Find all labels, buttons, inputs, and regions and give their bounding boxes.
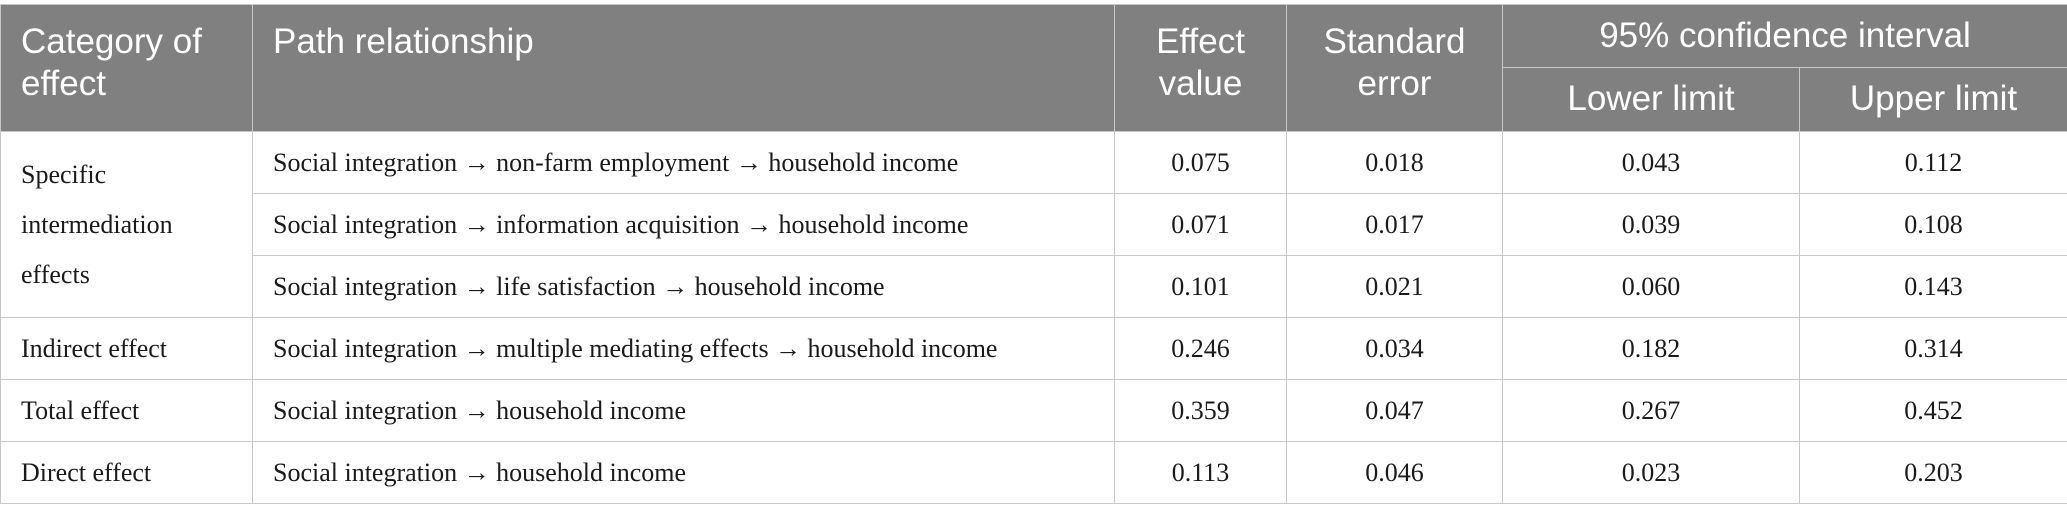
upper-limit-cell: 0.143 — [1799, 255, 2067, 318]
header-standard-error: Standard error — [1286, 4, 1503, 132]
lower-limit-cell: 0.182 — [1502, 317, 1800, 380]
category-total: Total effect — [0, 379, 253, 442]
path-cell: Social integration → life satisfaction →… — [252, 255, 1115, 318]
header-lower-limit: Lower limit — [1502, 67, 1800, 132]
upper-limit-cell: 0.314 — [1799, 317, 2067, 380]
header-effect-value: Effect value — [1114, 4, 1287, 132]
effect-value-cell: 0.075 — [1114, 131, 1287, 194]
table-header: Category of effect Path relationship Eff… — [0, 4, 2067, 132]
table-body: Specific intermediation effects Social i… — [0, 131, 2067, 504]
standard-error-cell: 0.018 — [1286, 131, 1503, 194]
table-row: Total effect Social integration → househ… — [0, 379, 2067, 442]
header-upper-limit: Upper limit — [1799, 67, 2067, 132]
header-row: Category of effect Path relationship Eff… — [0, 4, 2067, 132]
upper-limit-cell: 0.112 — [1799, 131, 2067, 194]
lower-limit-cell: 0.023 — [1502, 441, 1800, 504]
category-specific: Specific intermediation effects — [0, 131, 253, 318]
standard-error-cell: 0.034 — [1286, 317, 1503, 380]
standard-error-cell: 0.017 — [1286, 193, 1503, 256]
path-cell: Social integration → household income — [252, 441, 1115, 504]
standard-error-cell: 0.021 — [1286, 255, 1503, 318]
lower-limit-cell: 0.039 — [1502, 193, 1800, 256]
path-cell: Social integration → multiple mediating … — [252, 317, 1115, 380]
table-row: Social integration → life satisfaction →… — [1, 255, 2067, 318]
header-subrow: Lower limit Upper limit — [1, 67, 2067, 132]
table-row: Indirect effect Social integration → mul… — [0, 317, 2067, 380]
category-indirect: Indirect effect — [0, 317, 253, 380]
effect-value-cell: 0.101 — [1114, 255, 1287, 318]
table-row: Specific intermediation effects Social i… — [0, 131, 2067, 318]
upper-limit-cell: 0.108 — [1799, 193, 2067, 256]
header-confidence-interval: 95% confidence interval — [1502, 4, 2067, 68]
effect-value-cell: 0.246 — [1114, 317, 1287, 380]
table-row: Direct effect Social integration → house… — [0, 441, 2067, 504]
header-path: Path relationship — [252, 4, 1115, 132]
path-cell: Social integration → household income — [252, 379, 1115, 442]
path-cell: Social integration → information acquisi… — [252, 193, 1115, 256]
standard-error-cell: 0.046 — [1286, 441, 1503, 504]
effect-value-cell: 0.359 — [1114, 379, 1287, 442]
path-cell: Social integration → non-farm employment… — [252, 131, 1115, 194]
table-row: Social integration → information acquisi… — [1, 193, 2067, 256]
mediation-effects-table: Category of effect Path relationship Eff… — [0, 4, 2067, 504]
lower-limit-cell: 0.043 — [1502, 131, 1800, 194]
upper-limit-cell: 0.203 — [1799, 441, 2067, 504]
effect-value-cell: 0.113 — [1114, 441, 1287, 504]
upper-limit-cell: 0.452 — [1799, 379, 2067, 442]
header-category: Category of effect — [0, 4, 253, 132]
standard-error-cell: 0.047 — [1286, 379, 1503, 442]
lower-limit-cell: 0.060 — [1502, 255, 1800, 318]
lower-limit-cell: 0.267 — [1502, 379, 1800, 442]
effect-value-cell: 0.071 — [1114, 193, 1287, 256]
category-direct: Direct effect — [0, 441, 253, 504]
